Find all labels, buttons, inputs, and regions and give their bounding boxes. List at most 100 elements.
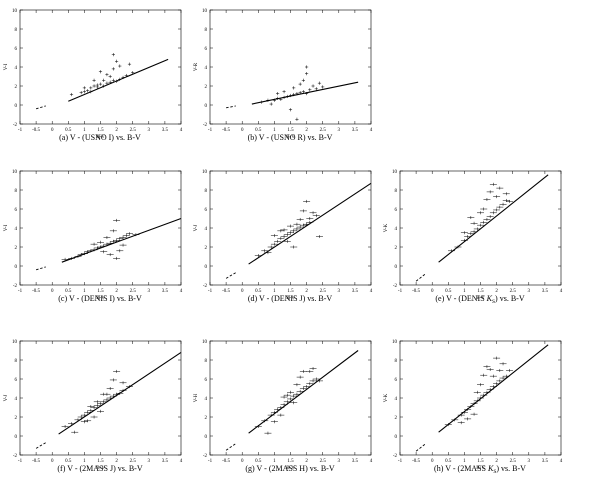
panel-caption: (c) V - (DENIS I) vs. B-V	[58, 294, 142, 303]
data-point	[113, 218, 121, 222]
y-axis-label: V-K	[384, 223, 389, 232]
data-point	[287, 224, 294, 228]
y-tick-label: 2	[205, 416, 208, 421]
data-point	[109, 394, 117, 398]
data-point	[68, 422, 76, 426]
y-tick-label: -2	[203, 123, 208, 128]
x-axis-label: B-V	[476, 296, 485, 301]
data-point	[108, 80, 112, 84]
data-point	[100, 244, 108, 248]
x-tick-label: -1	[18, 459, 23, 464]
data-point	[486, 368, 494, 371]
y-tick-label: 8	[395, 189, 398, 194]
x-axis-label: B-V	[286, 296, 295, 301]
data-point	[272, 98, 276, 102]
x-tick-label: 0	[51, 289, 54, 294]
data-point	[299, 369, 307, 373]
data-point	[102, 78, 106, 82]
data-point	[277, 236, 285, 240]
data-point	[292, 86, 296, 90]
data-point	[100, 400, 108, 404]
x-tick-label: 2	[115, 459, 118, 464]
data-point	[505, 368, 513, 372]
data-point	[276, 92, 280, 96]
x-tick-label: -0.5	[32, 128, 40, 133]
data-point	[108, 74, 112, 79]
data-point	[480, 207, 488, 211]
data-point	[127, 62, 132, 66]
x-tick-label: -0.5	[32, 289, 40, 294]
x-tick-label: -1	[208, 289, 213, 294]
x-tick-label: 2.5	[320, 128, 327, 133]
data-point	[496, 186, 504, 190]
x-tick-label: 2.5	[130, 128, 137, 133]
data-point	[502, 192, 510, 196]
plot-frame	[209, 9, 372, 125]
fit-line-extension	[415, 273, 427, 282]
y-tick-label: 0	[205, 265, 208, 270]
y-tick-label: 6	[395, 208, 398, 213]
data-point	[93, 400, 101, 404]
data-point	[467, 232, 475, 236]
x-tick-label: 3.5	[162, 128, 169, 133]
x-tick-label: 1	[463, 289, 466, 294]
x-tick-label: 0.5	[255, 128, 262, 133]
data-point	[264, 251, 272, 255]
data-point	[460, 410, 468, 414]
x-tick-label: 3.5	[352, 459, 359, 464]
data-point	[92, 84, 96, 88]
x-tick-label: 2	[495, 459, 498, 464]
data-point	[109, 378, 117, 382]
plot-frame	[19, 340, 182, 456]
y-tick-label: 6	[15, 208, 18, 213]
plot-frame	[209, 170, 372, 286]
data-point	[74, 418, 82, 422]
data-point	[457, 413, 465, 417]
data-point	[290, 401, 298, 405]
data-point	[293, 222, 301, 226]
x-tick-label: 1	[83, 128, 86, 133]
data-point	[98, 70, 103, 74]
x-tick-label: 0	[51, 128, 54, 133]
data-point	[499, 362, 507, 366]
data-point	[483, 198, 491, 201]
x-tick-label: 0.5	[65, 128, 72, 133]
data-point	[493, 356, 501, 360]
data-point	[467, 405, 475, 409]
y-tick-label: 4	[205, 397, 208, 402]
y-tick-label: 0	[205, 104, 208, 109]
data-point	[288, 93, 293, 98]
y-tick-label: 10	[392, 170, 398, 175]
data-point	[467, 216, 475, 220]
data-point	[80, 413, 88, 417]
x-tick-label: 3	[528, 289, 531, 294]
y-axis-label: V-J	[4, 395, 9, 402]
y-tick-label: 0	[15, 104, 18, 109]
data-point	[122, 234, 130, 238]
chart-panel: -1 -0.5 0 0.5 1 1.5 2 2.5 3 3.5 4 -2 0 2 4 6 8 10 B-V V-H (g…	[194, 340, 373, 473]
chart-panel: -1 -0.5 0 0.5 1 1.5 2 2.5 3 3.5 4 -2 0 2 4 6 8 10 B-V V-I (a…	[4, 9, 183, 142]
data-point	[299, 387, 307, 390]
data-point	[131, 71, 135, 75]
data-point	[315, 235, 323, 239]
data-point	[103, 236, 111, 239]
data-point	[102, 84, 106, 88]
x-tick-label: -1	[18, 128, 23, 133]
x-axis-label: B-V	[286, 466, 295, 471]
data-point	[470, 230, 478, 234]
fit-line	[438, 344, 549, 433]
y-tick-label: 8	[15, 189, 18, 194]
y-tick-label: 6	[395, 378, 398, 383]
data-point	[464, 235, 472, 239]
data-point	[496, 205, 504, 209]
data-point	[84, 410, 92, 414]
x-tick-label: 0	[431, 459, 434, 464]
fit-line	[251, 81, 359, 105]
x-tick-label: 2.5	[130, 289, 137, 294]
data-point	[505, 199, 513, 203]
data-point	[280, 395, 288, 399]
x-tick-label: 4	[560, 289, 563, 294]
y-tick-label: 2	[15, 246, 18, 251]
data-point	[111, 53, 115, 57]
